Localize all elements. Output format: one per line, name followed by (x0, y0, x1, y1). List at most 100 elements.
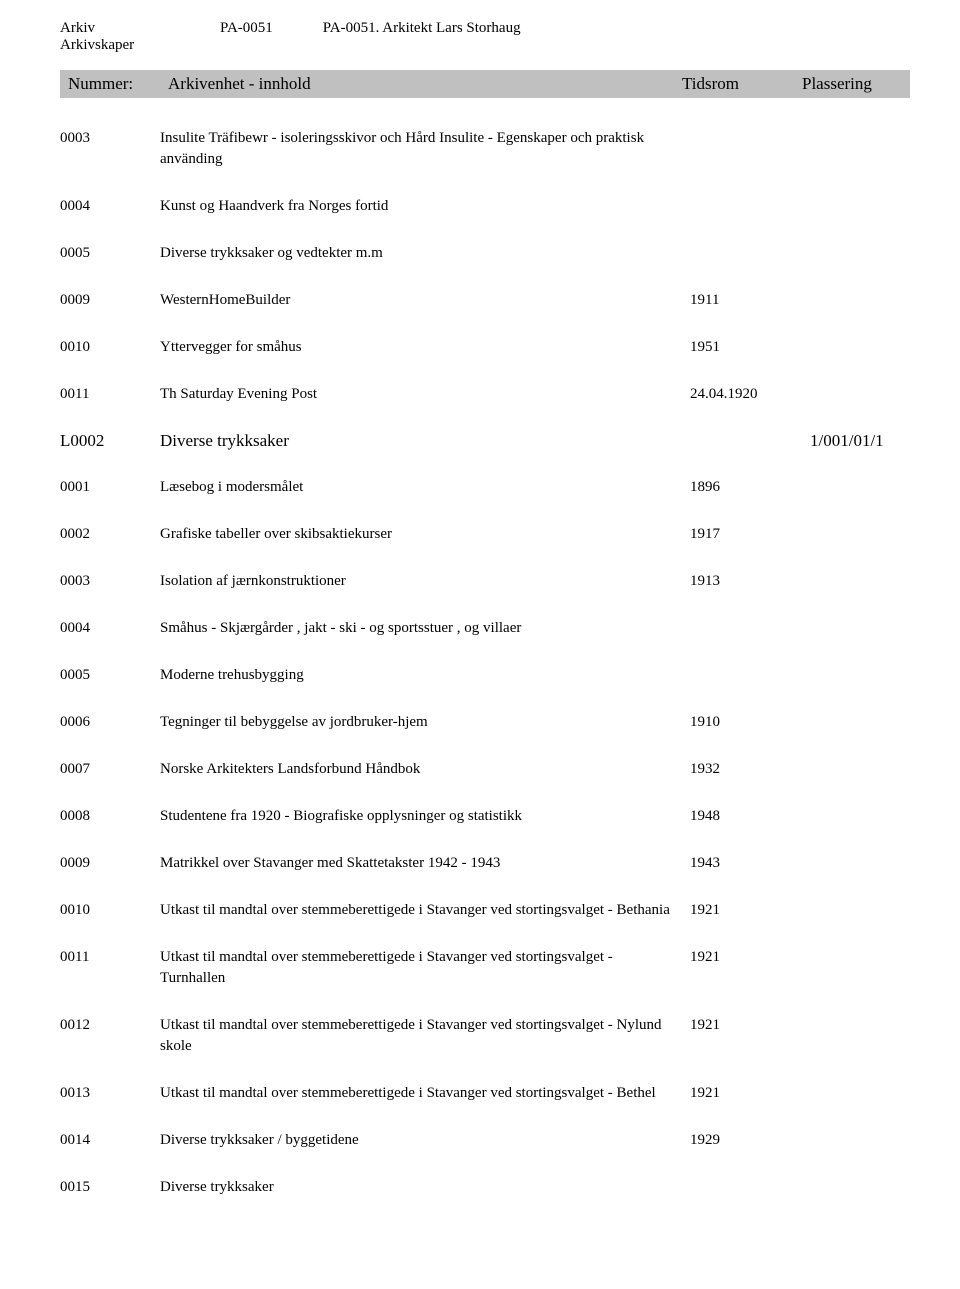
entry-row: 0011Th Saturday Evening Post24.04.1920 (60, 384, 910, 405)
entry-id: 0007 (60, 759, 160, 780)
entry-description: Moderne trehusbygging (160, 665, 690, 686)
entry-description: Utkast til mandtal over stemmeberettiged… (160, 900, 690, 921)
entries-block-1: 0003Insulite Träfibewr - isoleringsskivo… (60, 128, 910, 405)
entry-description: Insulite Träfibewr - isoleringsskivor oc… (160, 128, 690, 170)
col-nummer-label: Nummer: (68, 74, 168, 94)
entry-row: 0001Læsebog i modersmålet1896 (60, 477, 910, 498)
entry-id: 0009 (60, 853, 160, 874)
section-heading: L0002 Diverse trykksaker 1/001/01/1 (60, 431, 910, 451)
entry-place (810, 712, 910, 733)
entry-date: 1917 (690, 524, 810, 545)
entry-description: Diverse trykksaker (160, 1177, 690, 1198)
entry-id: 0011 (60, 947, 160, 989)
arkiv-title: PA-0051. Arkitekt Lars Storhaug (323, 20, 521, 37)
entry-id: 0005 (60, 243, 160, 264)
entry-date: 1932 (690, 759, 810, 780)
entry-row: 0013Utkast til mandtal over stemmeberett… (60, 1083, 910, 1104)
entry-description: Diverse trykksaker og vedtekter m.m (160, 243, 690, 264)
entry-date: 1921 (690, 947, 810, 989)
entry-place (810, 571, 910, 592)
entry-description: Utkast til mandtal over stemmeberettiged… (160, 1083, 690, 1104)
entry-row: 0008Studentene fra 1920 - Biografiske op… (60, 806, 910, 827)
entry-row: 0003Insulite Träfibewr - isoleringsskivo… (60, 128, 910, 170)
entry-description: Norske Arkitekters Landsforbund Håndbok (160, 759, 690, 780)
col-plassering-label: Plassering (802, 74, 902, 94)
entry-date (690, 196, 810, 217)
entry-id: 0012 (60, 1015, 160, 1057)
column-header-row: Nummer: Arkivenhet - innhold Tidsrom Pla… (60, 70, 910, 98)
entry-id: 0010 (60, 337, 160, 358)
entry-id: 0004 (60, 618, 160, 639)
entry-description: Tegninger til bebyggelse av jordbruker-h… (160, 712, 690, 733)
entry-place (810, 618, 910, 639)
entry-date: 1913 (690, 571, 810, 592)
entry-date: 1911 (690, 290, 810, 311)
entry-description: WesternHomeBuilder (160, 290, 690, 311)
entry-date: 1921 (690, 1083, 810, 1104)
entry-description: Matrikkel over Stavanger med Skattetakst… (160, 853, 690, 874)
entry-id: 0005 (60, 665, 160, 686)
entry-date: 1896 (690, 477, 810, 498)
section-place: 1/001/01/1 (810, 431, 910, 451)
entry-place (810, 1130, 910, 1151)
entry-row: 0011Utkast til mandtal over stemmeberett… (60, 947, 910, 989)
entry-place (810, 806, 910, 827)
entry-row: 0003Isolation af jærnkonstruktioner1913 (60, 571, 910, 592)
entry-row: 0012Utkast til mandtal over stemmeberett… (60, 1015, 910, 1057)
entry-date (690, 243, 810, 264)
entry-date: 1929 (690, 1130, 810, 1151)
entry-description: Utkast til mandtal over stemmeberettiged… (160, 947, 690, 989)
entry-date: 1910 (690, 712, 810, 733)
entry-id: 0013 (60, 1083, 160, 1104)
entry-description: Småhus - Skjærgårder , jakt - ski - og s… (160, 618, 690, 639)
entry-row: 0014Diverse trykksaker / byggetidene1929 (60, 1130, 910, 1151)
col-tidsrom-label: Tidsrom (682, 74, 802, 94)
entry-id: 0014 (60, 1130, 160, 1151)
entry-id: 0006 (60, 712, 160, 733)
entries-block-2: 0001Læsebog i modersmålet1896 0002Grafisk… (60, 477, 910, 1198)
entry-date: 1921 (690, 1015, 810, 1057)
entry-date: 1951 (690, 337, 810, 358)
entry-id: 0009 (60, 290, 160, 311)
entry-date: 1948 (690, 806, 810, 827)
arkiv-label: Arkiv (60, 20, 170, 37)
entry-description: Diverse trykksaker / byggetidene (160, 1130, 690, 1151)
entry-place (810, 243, 910, 264)
col-innhold-label: Arkivenhet - innhold (168, 74, 682, 94)
entry-description: Yttervegger for småhus (160, 337, 690, 358)
document-header: Arkiv PA-0051 PA-0051. Arkitekt Lars Sto… (60, 20, 910, 54)
entry-id: 0004 (60, 196, 160, 217)
entry-place (810, 665, 910, 686)
entry-date (690, 1177, 810, 1198)
entry-place (810, 290, 910, 311)
entry-id: 0002 (60, 524, 160, 545)
entry-date (690, 618, 810, 639)
entry-place (810, 853, 910, 874)
entry-date: 1943 (690, 853, 810, 874)
entry-row: 0004Kunst og Haandverk fra Norges fortid (60, 196, 910, 217)
entry-place (810, 128, 910, 170)
entry-place (810, 337, 910, 358)
entry-row: 0002Grafiske tabeller over skibsaktiekur… (60, 524, 910, 545)
entry-place (810, 524, 910, 545)
entry-description: Utkast til mandtal over stemmeberettiged… (160, 1015, 690, 1057)
entry-place (810, 900, 910, 921)
section-desc: Diverse trykksaker (160, 431, 810, 451)
entry-place (810, 196, 910, 217)
entry-place (810, 384, 910, 405)
arkiv-code: PA-0051 (220, 20, 273, 37)
entry-place (810, 1015, 910, 1057)
entry-row: 0009WesternHomeBuilder1911 (60, 290, 910, 311)
entry-date: 24.04.1920 (690, 384, 810, 405)
entry-row: 0007Norske Arkitekters Landsforbund Hånd… (60, 759, 910, 780)
entry-row: 0005Moderne trehusbygging (60, 665, 910, 686)
entry-description: Isolation af jærnkonstruktioner (160, 571, 690, 592)
entry-row: 0010Yttervegger for småhus1951 (60, 337, 910, 358)
entry-id: 0003 (60, 128, 160, 170)
entry-row: 0010Utkast til mandtal over stemmeberett… (60, 900, 910, 921)
entry-row: 0006Tegninger til bebyggelse av jordbruk… (60, 712, 910, 733)
entry-description: Grafiske tabeller over skibsaktiekurser (160, 524, 690, 545)
entry-id: 0003 (60, 571, 160, 592)
entry-place (810, 759, 910, 780)
entry-place (810, 947, 910, 989)
